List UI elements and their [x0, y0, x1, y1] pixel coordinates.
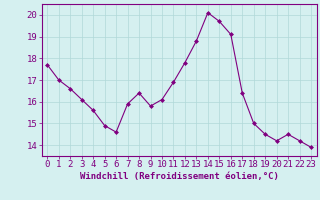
X-axis label: Windchill (Refroidissement éolien,°C): Windchill (Refroidissement éolien,°C) [80, 172, 279, 181]
